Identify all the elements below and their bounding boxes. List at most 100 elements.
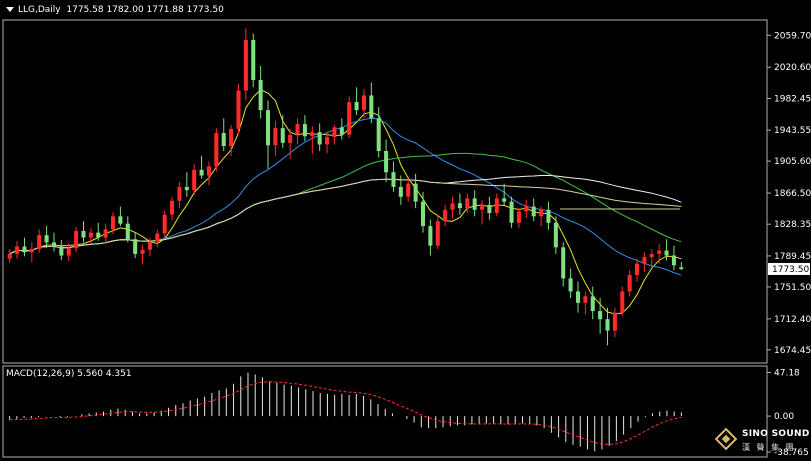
candle-down	[339, 127, 344, 135]
menu-triangle-icon[interactable]	[6, 7, 14, 12]
macd-header: MACD(12,26,9) 5.560 4.351	[6, 369, 132, 379]
candle-down	[575, 291, 581, 303]
candle-up	[480, 204, 485, 210]
macd-histogram	[9, 372, 682, 452]
ma-5-line	[9, 89, 682, 315]
candle-up	[361, 95, 366, 111]
price-tick-label: 2059.70	[774, 31, 811, 41]
candle-up	[147, 241, 152, 250]
candle-up	[103, 229, 108, 238]
candle-down	[664, 250, 669, 256]
candle-up	[15, 246, 20, 254]
candle-down	[420, 201, 426, 227]
candle-down	[133, 239, 138, 254]
candle-down	[605, 319, 610, 331]
candle-down	[590, 296, 595, 312]
candle-up	[443, 209, 448, 222]
candle-down	[302, 124, 307, 137]
candle-up	[620, 291, 625, 313]
candle-up	[465, 198, 470, 209]
candle-up	[657, 250, 662, 254]
moving-averages	[9, 89, 682, 315]
candle-down	[59, 246, 64, 256]
candle-down	[457, 203, 462, 209]
candle-up	[406, 183, 411, 197]
ohlc-values: 1775.58 1782.00 1771.88 1773.50	[66, 5, 224, 15]
candle-down	[502, 198, 507, 202]
candle-up	[516, 211, 521, 223]
candles	[7, 28, 684, 346]
price-tick-label: 1674.45	[774, 346, 811, 356]
candle-down	[679, 267, 684, 269]
candle-down	[413, 183, 418, 202]
candle-up	[332, 127, 337, 138]
logo-subtitle: 漢 聲 集 團	[742, 443, 796, 452]
candle-up	[206, 166, 211, 176]
price-tick-label: 1866.50	[774, 189, 811, 199]
price-axis: 2059.70 2020.60 1982.45 1943.55 1905.60 1866.…	[767, 31, 811, 356]
candle-up	[155, 233, 160, 242]
candle-down	[125, 223, 130, 240]
candle-down	[81, 231, 86, 238]
candle-up	[524, 206, 529, 212]
current-price-box	[768, 262, 810, 275]
candle-up	[7, 253, 12, 259]
price-header: LLG,Daily 1775.58 1782.00 1771.88 1773.5…	[6, 5, 224, 15]
candle-up	[325, 137, 330, 145]
candle-down	[221, 133, 226, 147]
candle-up	[140, 249, 145, 254]
candle-up	[310, 132, 315, 137]
candle-down	[51, 242, 57, 247]
candle-down	[369, 95, 374, 119]
candle-down	[251, 39, 256, 80]
candle-down	[354, 102, 359, 111]
price-panel-frame	[2, 19, 768, 364]
candle-up	[192, 169, 197, 191]
signal-line	[9, 381, 682, 445]
candle-down	[391, 172, 396, 187]
candle-down	[472, 198, 477, 210]
candle-up	[162, 214, 167, 234]
candle-up	[634, 263, 640, 276]
candle-up	[29, 248, 34, 253]
candle-down	[546, 209, 551, 223]
macd-tick-label: 47.18	[774, 368, 800, 378]
candle-down	[96, 232, 101, 238]
candle-down	[384, 150, 389, 173]
candle-down	[531, 206, 536, 217]
macd-tick-label: -38.765	[774, 448, 809, 458]
candle-up	[347, 102, 352, 135]
candle-up	[494, 198, 499, 214]
candle-down	[258, 79, 263, 111]
candle-up	[539, 209, 544, 217]
sino-sound-logo: SINO SOUND 漢 聲 集 團	[714, 427, 809, 457]
candle-down	[22, 246, 27, 253]
candle-up	[295, 124, 300, 135]
candle-down	[376, 118, 381, 151]
candle-down	[553, 222, 558, 248]
macd-axis: 47.18 0.00 -38.765	[767, 368, 809, 458]
candle-down	[118, 216, 123, 224]
candle-down	[428, 226, 433, 246]
candle-up	[627, 275, 632, 292]
price-tick-label: 1751.50	[774, 283, 811, 293]
macd-panel-frame	[2, 365, 768, 458]
candle-down	[317, 132, 322, 145]
price-tick-label: 1905.60	[774, 157, 811, 167]
candle-up	[177, 186, 182, 201]
price-tick-label: 2020.60	[774, 63, 811, 73]
candle-up	[236, 90, 241, 129]
price-tick-label: 1828.35	[774, 220, 811, 230]
candle-up	[642, 257, 647, 264]
candle-up	[273, 128, 278, 146]
candle-up	[214, 133, 219, 167]
logo-name: SINO SOUND	[742, 429, 810, 439]
candle-up	[37, 235, 42, 249]
current-price-label: 1773.50	[772, 265, 809, 275]
candle-up	[612, 312, 617, 331]
candle-down	[561, 247, 566, 279]
price-tick-label: 1943.55	[774, 126, 811, 136]
candle-up	[229, 128, 234, 147]
candle-up	[435, 221, 440, 246]
